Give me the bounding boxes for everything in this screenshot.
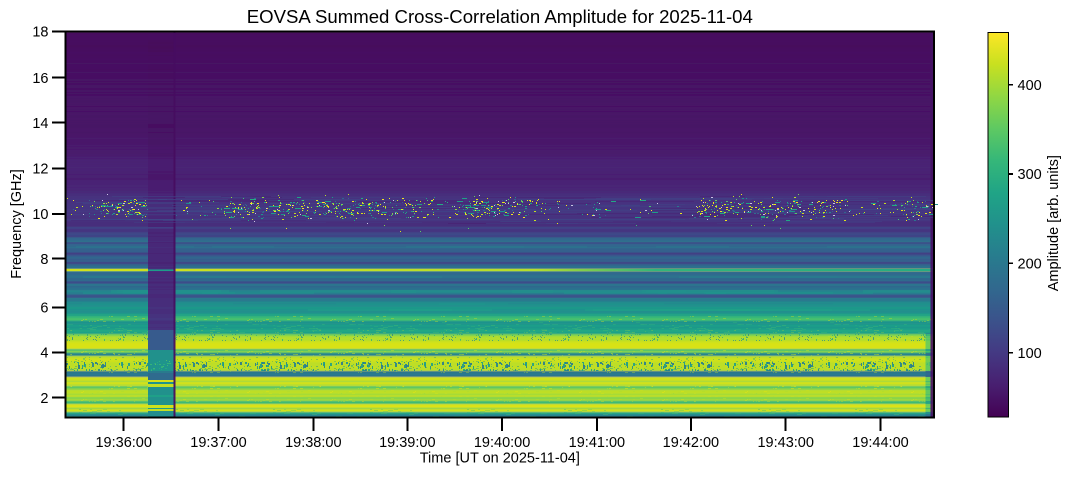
svg-text:8: 8 [40, 252, 48, 268]
svg-text:6: 6 [40, 301, 48, 317]
svg-text:12: 12 [32, 162, 48, 178]
svg-text:19:39:00: 19:39:00 [379, 435, 435, 451]
svg-text:Time [UT on 2025-11-04]: Time [UT on 2025-11-04] [420, 451, 580, 467]
svg-text:2: 2 [40, 391, 48, 407]
svg-text:300: 300 [1018, 167, 1042, 183]
svg-text:19:44:00: 19:44:00 [852, 435, 908, 451]
svg-text:Frequency [GHz]: Frequency [GHz] [9, 169, 25, 279]
svg-text:100: 100 [1018, 346, 1042, 362]
svg-text:Amplitude [arb. units]: Amplitude [arb. units] [1046, 155, 1062, 291]
svg-text:400: 400 [1018, 78, 1042, 94]
svg-text:19:43:00: 19:43:00 [757, 435, 813, 451]
svg-text:14: 14 [32, 116, 48, 132]
svg-text:19:42:00: 19:42:00 [663, 435, 719, 451]
svg-text:19:36:00: 19:36:00 [95, 435, 151, 451]
svg-text:19:38:00: 19:38:00 [285, 435, 341, 451]
svg-text:18: 18 [32, 25, 48, 41]
svg-text:16: 16 [32, 71, 48, 87]
svg-text:19:37:00: 19:37:00 [190, 435, 246, 451]
svg-text:EOVSA Summed Cross-Correlation: EOVSA Summed Cross-Correlation Amplitude… [247, 6, 753, 27]
svg-text:19:41:00: 19:41:00 [569, 435, 625, 451]
svg-text:4: 4 [40, 346, 48, 362]
svg-text:19:40:00: 19:40:00 [474, 435, 530, 451]
svg-text:200: 200 [1018, 257, 1042, 273]
svg-text:10: 10 [32, 207, 48, 223]
